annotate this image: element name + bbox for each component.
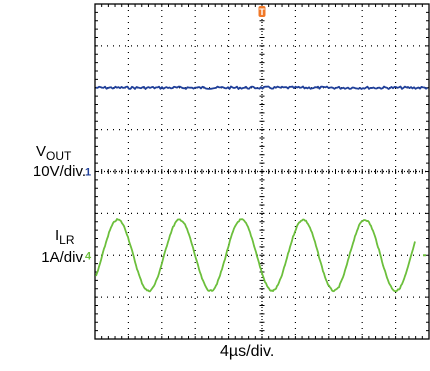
ilr-scale-label: 1A/div. — [41, 249, 86, 266]
trigger-marker-label: T — [259, 7, 265, 17]
vout-scale-label: 10V/div. — [32, 163, 86, 180]
timebase-label: 4µs/div. — [220, 343, 275, 360]
vout-channel-label: VOUT — [36, 143, 72, 164]
trace-ilr — [95, 218, 416, 293]
trigger-marker-icon — [258, 6, 266, 17]
channel-marker-ilr: 4 — [85, 250, 92, 262]
trace-vout — [95, 85, 428, 90]
channel-marker-vout: 1 — [85, 167, 91, 179]
ilr-channel-label: ILR — [55, 227, 75, 248]
